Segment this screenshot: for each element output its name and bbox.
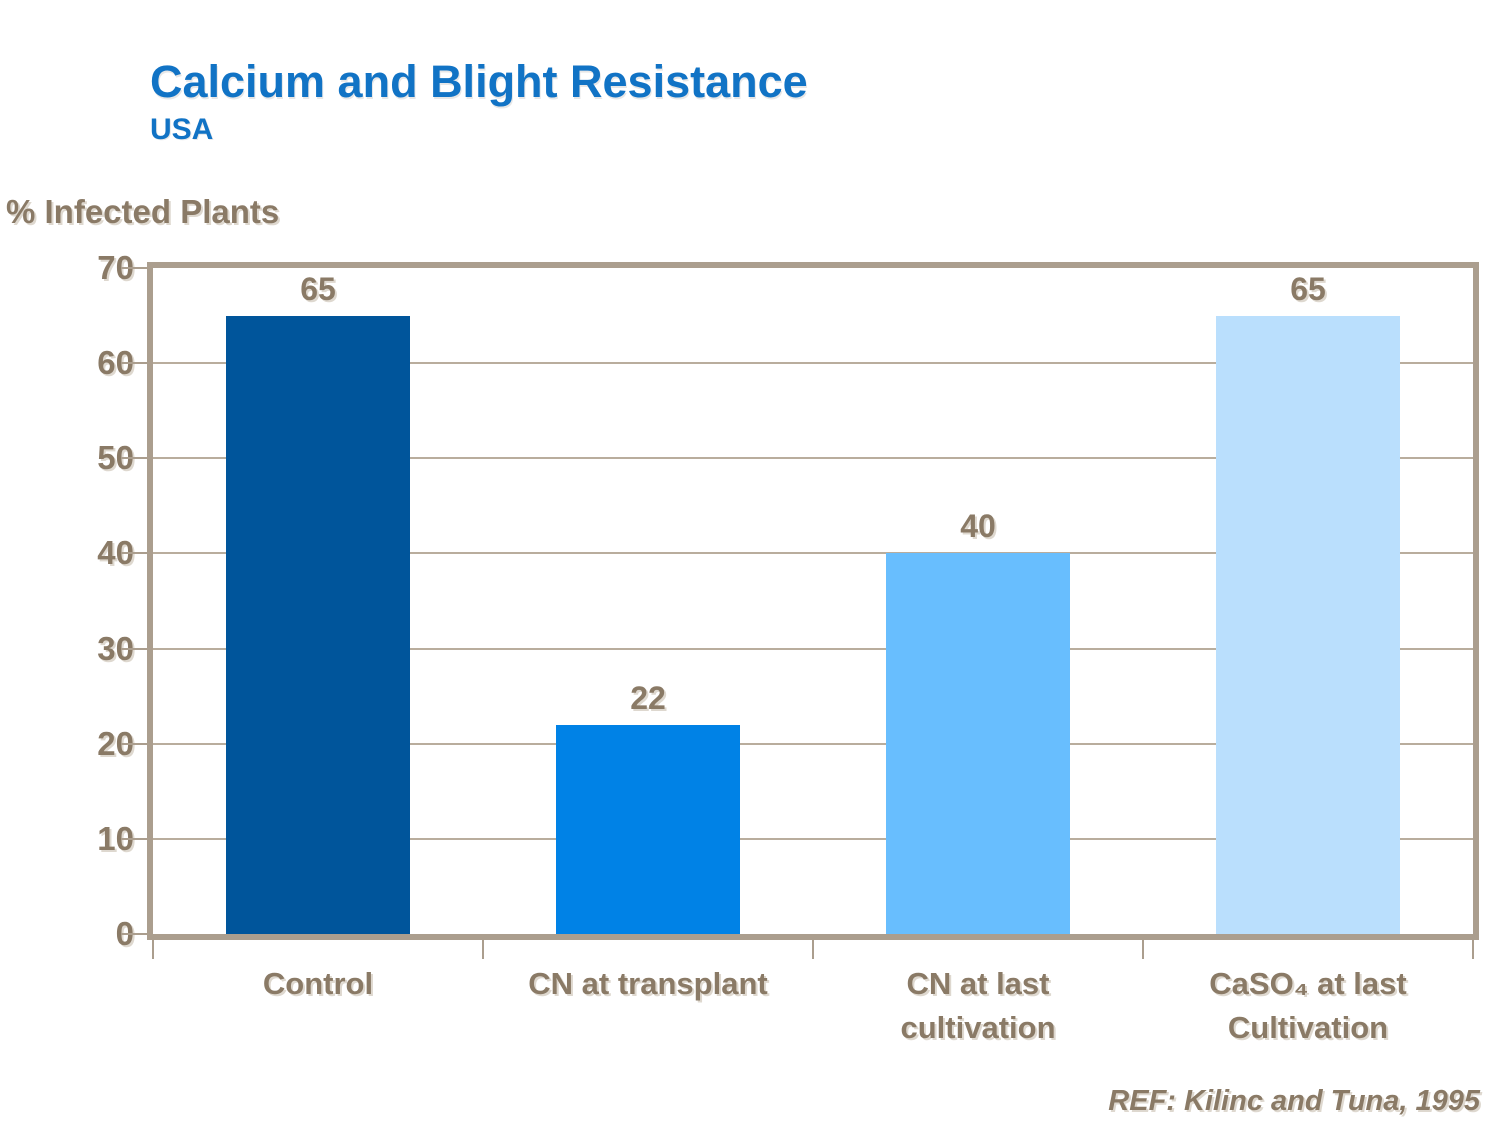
gridline-50 [153, 457, 1473, 460]
y-axis-tick [121, 362, 147, 365]
reference-citation: REF: Kilinc and Tuna, 1995 [1108, 1085, 1480, 1117]
x-category-label: CaSO₄ at last Cultivation [1209, 966, 1407, 1045]
bar-value-label: 65 [300, 270, 336, 307]
y-axis-tick [121, 267, 147, 269]
bar-1 [226, 315, 410, 934]
y-axis-tick [121, 552, 147, 555]
x-axis-tick [482, 940, 484, 959]
y-axis-label: % Infected Plants [6, 193, 280, 230]
y-tick-label-0: 0 [115, 915, 134, 952]
bar-3 [886, 553, 1070, 934]
y-tick-label-10: 10 [97, 819, 134, 857]
y-tick-label-70: 70 [97, 249, 134, 286]
x-axis-tick [1472, 940, 1474, 959]
x-category-label: CN at last cultivation [900, 966, 1056, 1045]
bar-value-label: 22 [630, 679, 666, 716]
bar-value-label: 40 [960, 508, 996, 545]
bar-4 [1216, 315, 1400, 934]
bar-2 [556, 724, 740, 934]
y-tick-label-20: 20 [97, 724, 134, 762]
y-tick-label-40: 40 [97, 534, 134, 572]
y-tick-label-50: 50 [97, 439, 134, 477]
gridline-10 [153, 837, 1473, 840]
y-axis-tick [121, 933, 147, 935]
y-tick-label-60: 60 [97, 344, 134, 382]
bar-value-label: 65 [1290, 270, 1326, 307]
gridline-60 [153, 362, 1473, 365]
gridline-20 [153, 742, 1473, 745]
gridline-30 [153, 647, 1473, 650]
x-category-label: Control [262, 966, 374, 1001]
chart-title: Calcium and Blight Resistance [150, 56, 808, 107]
y-tick-label-30: 30 [97, 629, 134, 667]
x-axis-tick [812, 940, 814, 959]
y-axis-tick [121, 837, 147, 840]
gridline-40 [153, 552, 1473, 555]
y-axis-tick [121, 457, 147, 460]
plot-area [147, 262, 1479, 940]
y-axis-tick [121, 647, 147, 650]
x-axis-tick [1142, 940, 1144, 959]
x-category-label: CN at transplant [528, 966, 768, 1001]
x-axis-tick [152, 940, 154, 959]
chart-subtitle: USA [150, 113, 214, 146]
y-axis-tick [121, 742, 147, 745]
